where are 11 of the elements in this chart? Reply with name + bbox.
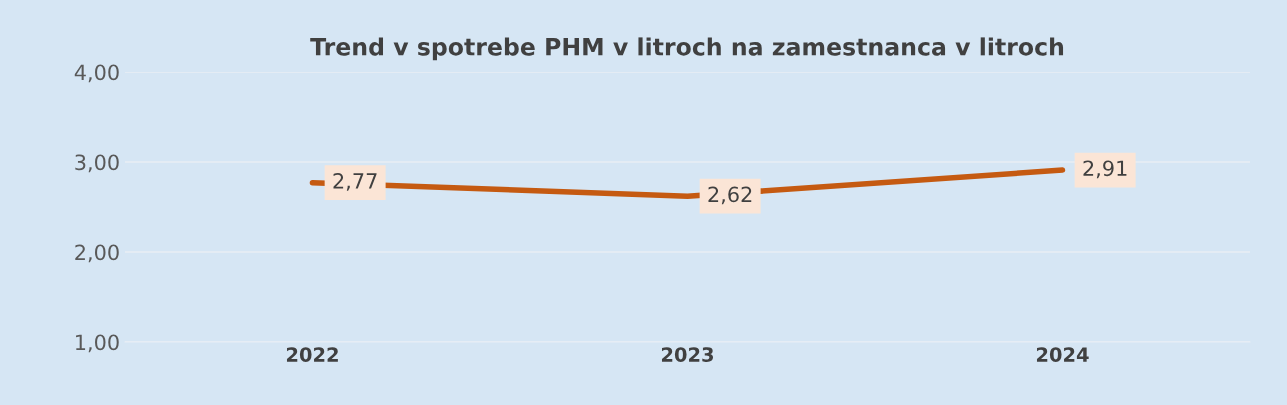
x-tick-label: 2024 bbox=[1036, 347, 1089, 362]
data-label: 2,62 bbox=[708, 186, 752, 205]
y-tick-label: 1,00 bbox=[76, 334, 119, 353]
x-tick-label: 2023 bbox=[661, 347, 714, 362]
y-tick-label: 3,00 bbox=[75, 154, 119, 173]
x-tick-label: 2022 bbox=[286, 347, 338, 362]
y-tick-label: 4,00 bbox=[74, 64, 119, 83]
data-label: 2,77 bbox=[333, 172, 377, 191]
data-label: 2,91 bbox=[1083, 160, 1127, 179]
chart-title: Trend v spotrebe PHM v litroch na zamestnanca v litroch bbox=[310, 37, 1064, 61]
y-tick-label: 2,00 bbox=[75, 244, 119, 263]
